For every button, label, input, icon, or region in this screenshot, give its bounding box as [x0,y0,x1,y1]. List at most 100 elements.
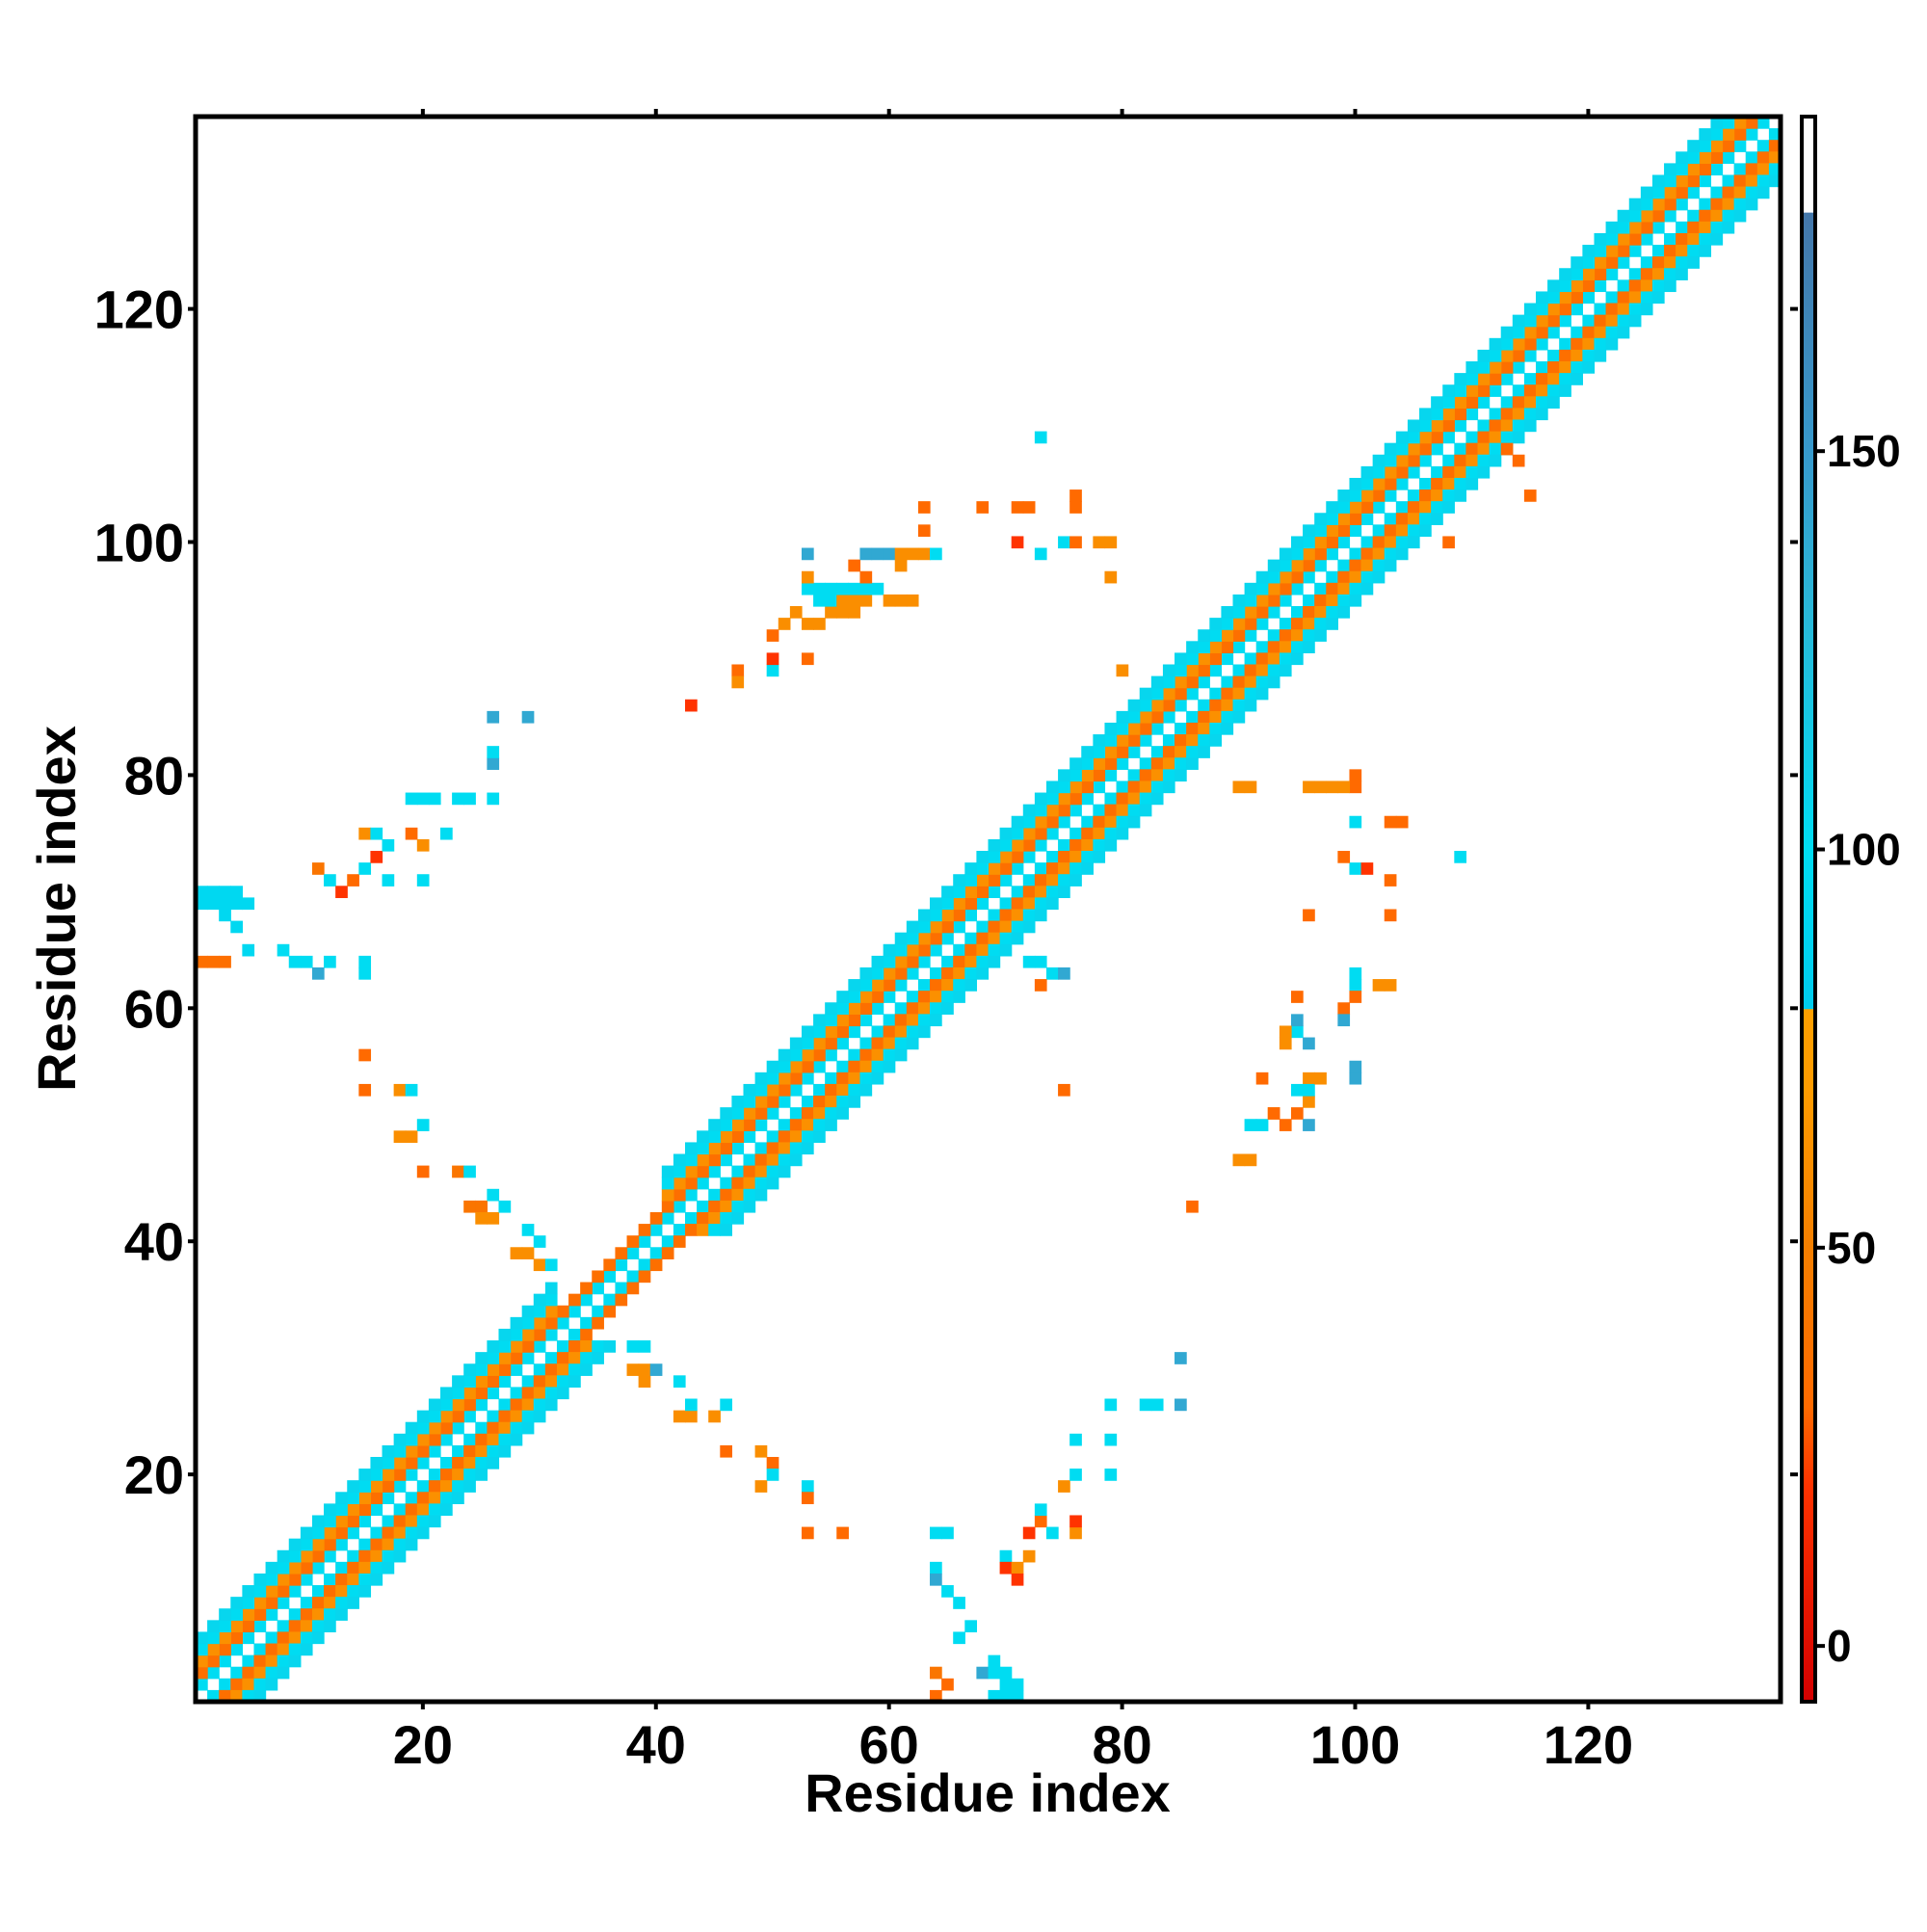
heatmap-cell [1290,582,1304,595]
heatmap-cell [976,1666,990,1680]
heatmap-cell [1255,570,1269,584]
y-tick-label: 40 [124,1211,184,1272]
heatmap-cell [1523,337,1537,351]
heatmap-cell [592,1270,604,1284]
heatmap-cell [1326,536,1338,549]
heatmap-cell [731,1177,745,1190]
heatmap-cell [428,1421,441,1435]
heatmap-cell [1442,396,1455,409]
heatmap-cell [1255,664,1269,677]
heatmap-cell [1360,862,1374,875]
heatmap-cell [230,886,243,899]
heatmap-cell [1664,245,1676,257]
heatmap-cell [1232,641,1246,653]
heatmap-cell [1687,221,1700,234]
heatmap-cell [452,792,464,806]
heatmap-cell [988,851,1001,863]
heatmap-cell [1279,1025,1292,1039]
heatmap-cell [382,1492,395,1504]
heatmap-cell [1175,687,1187,701]
heatmap-cell [370,1573,383,1586]
heatmap-cell [930,1002,942,1015]
heatmap-cell [754,1444,768,1458]
heatmap-cell [230,1689,243,1703]
heatmap-cell [1489,349,1502,362]
heatmap-cell [720,1398,732,1412]
heatmap-cell [1722,151,1735,164]
heatmap-cell [393,1444,407,1458]
heatmap-cell [1372,524,1386,538]
heatmap-cell [801,1480,814,1493]
x-tick-label: 120 [1544,1714,1633,1775]
heatmap-cell [1337,606,1351,619]
heatmap-cell [510,1433,523,1446]
heatmap-cell [1034,547,1047,561]
heatmap-cell [1022,838,1036,852]
heatmap-cell [288,1643,302,1656]
heatmap-cell [1232,606,1246,619]
heatmap-cell [1465,373,1479,385]
heatmap-cell [487,1363,500,1376]
heatmap-cell [743,1200,756,1213]
heatmap-cell [1011,1573,1024,1586]
heatmap-cell [1267,675,1280,689]
heatmap-cell [1290,641,1304,653]
heatmap-cell [1034,804,1047,817]
heatmap-cell [988,1654,1001,1668]
heatmap-cell [324,1597,336,1609]
heatmap-cell [1407,536,1420,549]
heatmap-cell [999,827,1013,840]
heatmap-cell [1699,128,1712,141]
heatmap-cell [1489,373,1502,385]
heatmap-cell [1523,384,1537,397]
heatmap-cell [1303,594,1315,607]
heatmap-cell [1605,232,1619,246]
heatmap-cell [1419,419,1432,433]
heatmap-cell [1349,781,1362,794]
heatmap-cell [1303,524,1315,538]
heatmap-cell [883,1048,896,1062]
heatmap-cell [242,1597,255,1609]
heatmap-cell [1664,186,1676,199]
heatmap-cell [1722,221,1735,234]
heatmap-cell [1582,337,1596,351]
heatmap-cell [487,1410,500,1423]
heatmap-cell [649,1247,663,1259]
heatmap-cell [487,1421,500,1435]
heatmap-cell [510,1363,523,1376]
heatmap-cell [1710,221,1724,234]
heatmap-cell [196,955,208,968]
heatmap-cell [1221,710,1234,724]
heatmap-cell [463,1433,476,1446]
heatmap-cell [1162,699,1175,712]
heatmap-cell [743,1083,756,1097]
heatmap-cell [930,547,942,561]
heatmap-cell [1512,408,1525,421]
heatmap-cell [999,932,1013,945]
heatmap-cell [615,1293,628,1307]
heatmap-cell [533,1258,546,1272]
heatmap-cell [1221,629,1234,642]
heatmap-cell [1664,163,1676,176]
heatmap-cell [1267,641,1280,653]
heatmap-cell [720,1211,732,1225]
heatmap-cell [230,1597,243,1609]
heatmap-cell [1360,501,1374,514]
heatmap-cell [382,1480,395,1493]
heatmap-cell [1454,396,1467,409]
heatmap-cell [1710,128,1724,141]
heatmap-cell [1058,769,1070,782]
heatmap-cell [894,966,908,980]
heatmap-cell [1303,909,1315,922]
heatmap-cell [1232,675,1246,689]
heatmap-cell [953,966,965,980]
heatmap-cell [1407,465,1420,479]
heatmap-cell [1058,815,1070,829]
heatmap-cell [1034,431,1047,444]
heatmap-cell [720,1130,732,1144]
heatmap-cell [1290,991,1304,1003]
heatmap-cell [1116,792,1129,806]
heatmap-cell [1326,606,1338,619]
heatmap-cell [883,1037,896,1050]
heatmap-cell [1058,966,1070,980]
